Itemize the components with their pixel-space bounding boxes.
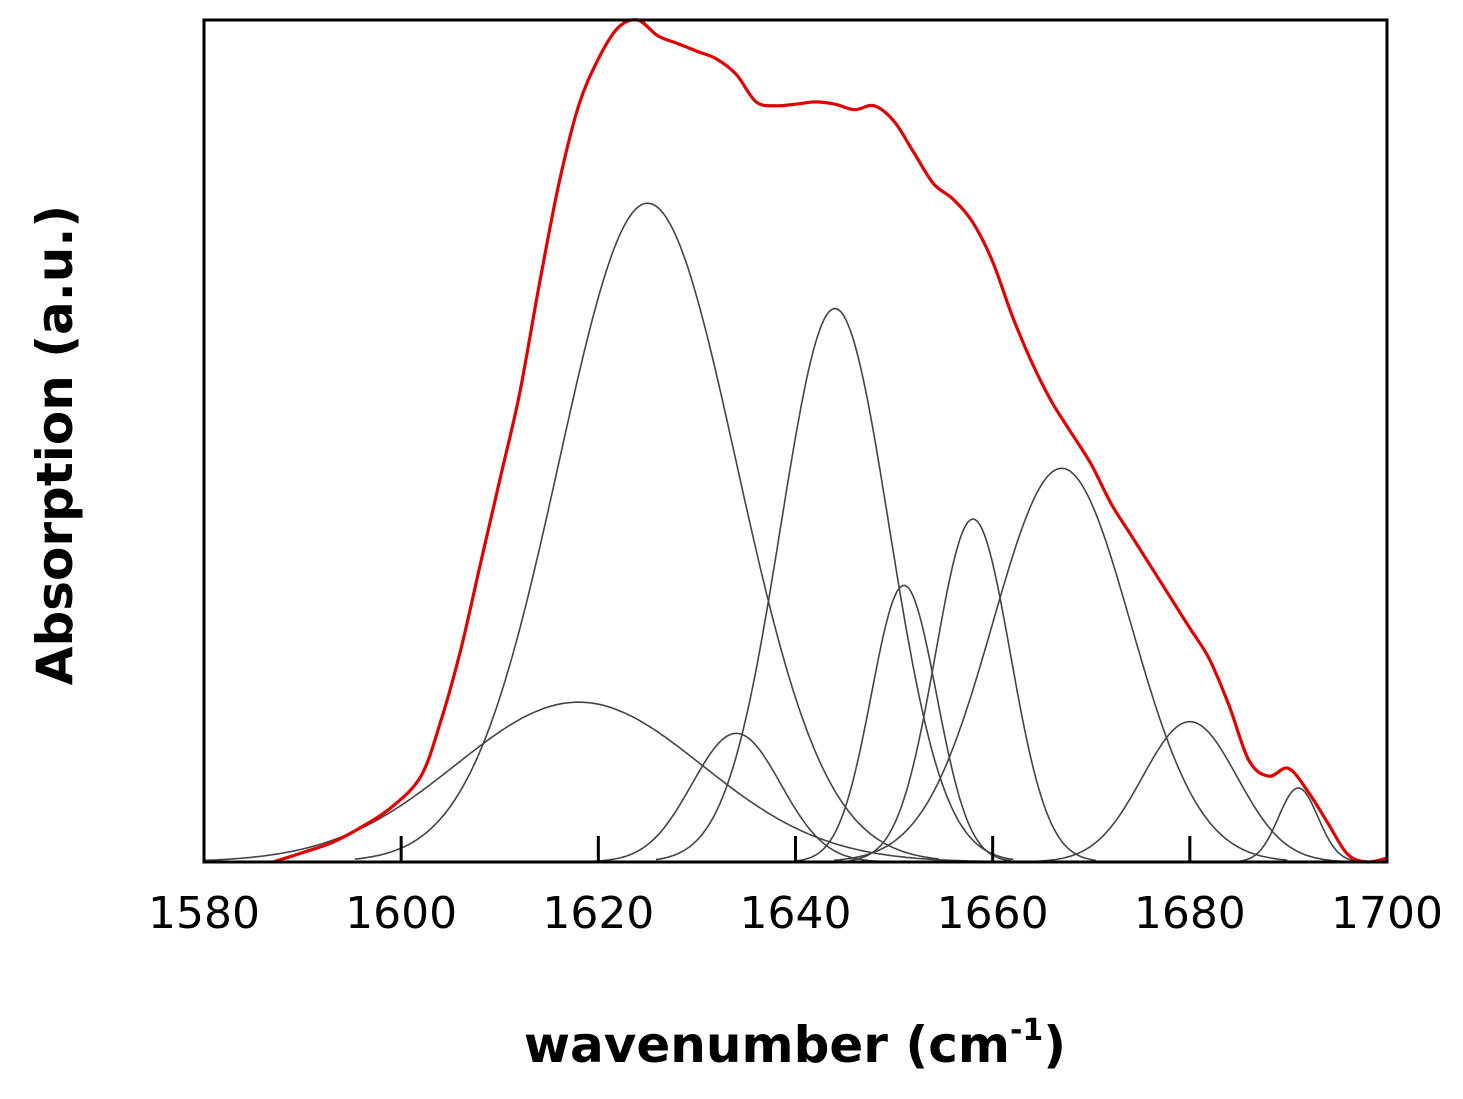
x-axis-tick-labels: 1580 1600 1620 1640 1660 1680 1700 [148, 888, 1443, 939]
x-tick-label: 1580 [148, 888, 260, 939]
fit-component-curve [354, 202, 939, 860]
fit-component-curve [203, 701, 986, 863]
x-axis-title-main: wavenumber (cm [524, 1016, 1010, 1074]
x-tick-label: 1640 [740, 888, 852, 939]
fit-component-curve [589, 732, 881, 863]
measured-spectrum-line [272, 18, 1388, 864]
x-tick-label: 1660 [937, 888, 1049, 939]
x-tick-label: 1600 [345, 888, 457, 939]
fit-component-curve [833, 467, 1288, 862]
fit-component-curve [1233, 787, 1362, 863]
fit-component-curve [796, 584, 1012, 862]
x-tick-label: 1700 [1331, 888, 1443, 939]
x-axis-title-superscript: -1 [1010, 1013, 1043, 1048]
fit-component-curve [655, 307, 1014, 861]
x-tick-label: 1620 [542, 888, 654, 939]
fit-components [203, 202, 1362, 863]
y-axis-title: Absorption (a.u.) [26, 205, 84, 685]
x-axis-title-close: ) [1043, 1016, 1066, 1074]
x-axis-ticks [399, 836, 1192, 862]
x-tick-label: 1680 [1134, 888, 1246, 939]
fit-component-curve [849, 518, 1096, 862]
x-axis-title: wavenumber (cm-1) [524, 1013, 1066, 1074]
fit-component-curve [1033, 720, 1345, 863]
